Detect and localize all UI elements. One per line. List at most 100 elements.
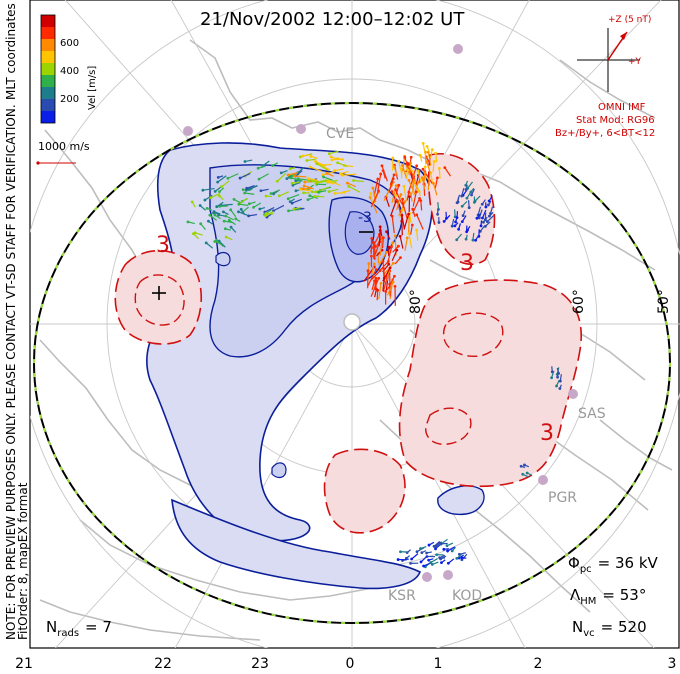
- velocity-vector-origin: [208, 213, 212, 217]
- velocity-vector: [294, 175, 307, 178]
- velocity-vector-origin: [317, 190, 321, 194]
- velocity-vector: [427, 179, 430, 191]
- velocity-vectors: [186, 141, 562, 569]
- velocity-vector-origin: [445, 544, 449, 548]
- velocity-vector-origin: [217, 213, 220, 217]
- velocity-vector: [373, 178, 379, 197]
- velocity-vector-origin: [440, 561, 443, 565]
- velocity-vector-origin: [455, 557, 459, 560]
- imf-clock: [577, 28, 640, 92]
- velocity-vector-origin: [310, 190, 314, 194]
- velocity-vector-origin: [272, 192, 276, 196]
- velocity-vector: [403, 213, 410, 229]
- velocity-vector-origin: [401, 197, 404, 201]
- velocity-vector-origin: [298, 155, 302, 159]
- velocity-vector-origin: [473, 199, 477, 203]
- velocity-vector-origin: [294, 179, 298, 183]
- velocity-vector: [393, 166, 399, 177]
- velocity-vector: [258, 173, 269, 180]
- velocity-vector: [376, 290, 379, 301]
- velocity-vector-origin: [557, 371, 561, 375]
- velocity-vector-origin: [227, 218, 231, 222]
- velocity-vector-origin: [308, 194, 312, 198]
- velocity-vector: [334, 168, 344, 172]
- velocity-vector-origin: [256, 166, 260, 170]
- velocity-vector: [396, 194, 402, 211]
- velocity-vector: [420, 200, 423, 211]
- velocity-vector-origin: [232, 198, 236, 201]
- velocity-vector-origin: [301, 154, 305, 158]
- velocity-vector-origin: [430, 148, 434, 152]
- velocity-vector-origin: [470, 193, 473, 197]
- velocity-vector-origin: [332, 169, 336, 173]
- velocity-vector: [291, 177, 303, 182]
- velocity-vector-origin: [439, 542, 443, 546]
- velocity-vector: [386, 275, 395, 291]
- velocity-vector: [370, 263, 375, 276]
- velocity-vector-origin: [345, 181, 349, 185]
- velocity-vector: [378, 283, 382, 300]
- velocity-vector-origin: [285, 177, 289, 181]
- velocity-vector-origin: [371, 186, 375, 190]
- colorbar-tick-200: 200: [60, 94, 79, 105]
- velocity-vector-origin: [381, 266, 385, 270]
- velocity-vector: [401, 221, 403, 236]
- velocity-vector: [371, 270, 381, 281]
- velocity-vector-origin: [293, 174, 296, 178]
- mlt-tick-1: 1: [434, 656, 443, 672]
- velocity-vector: [427, 152, 432, 166]
- velocity-vector-origin: [434, 151, 438, 155]
- velocity-vector-origin: [480, 202, 484, 206]
- mlt-tick-23: 23: [251, 656, 269, 672]
- velocity-vector-origin: [286, 173, 290, 177]
- velocity-vector: [382, 278, 385, 292]
- velocity-vector: [478, 209, 483, 219]
- velocity-vector-origin: [387, 245, 391, 249]
- velocity-vector: [227, 173, 239, 179]
- velocity-vector: [429, 149, 433, 159]
- velocity-vector-origin: [474, 238, 478, 242]
- velocity-vector-origin: [457, 227, 461, 231]
- velocity-vector-origin: [435, 176, 439, 180]
- velocity-vector-origin: [403, 200, 407, 203]
- velocity-vector-origin: [257, 177, 261, 181]
- velocity-vector-origin: [247, 188, 251, 191]
- velocity-vector: [406, 192, 410, 201]
- imf-condition: Bz+/By+, 6<BT<12: [555, 128, 655, 139]
- velocity-vector: [398, 209, 404, 219]
- velocity-vector-origin: [298, 187, 302, 191]
- velocity-vector-origin: [391, 241, 395, 245]
- velocity-vector: [225, 215, 234, 221]
- velocity-vector: [315, 186, 329, 193]
- velocity-vector-origin: [419, 560, 423, 564]
- velocity-vector: [430, 172, 434, 184]
- velocity-vector-origin: [201, 188, 205, 192]
- velocity-vector-origin: [215, 239, 218, 242]
- mlt-tick-3: 3: [668, 656, 677, 672]
- lat-label-60: 60°: [571, 289, 587, 314]
- velocity-vector-origin: [370, 254, 373, 258]
- velocity-vector-origin: [394, 188, 397, 192]
- velocity-vector-origin: [416, 169, 420, 173]
- velocity-vector: [481, 209, 487, 219]
- velocity-vector-origin: [391, 156, 395, 160]
- velocity-vector-origin: [466, 186, 470, 190]
- velocity-vector-origin: [229, 225, 233, 229]
- velocity-vector: [401, 156, 406, 172]
- velocity-vector-origin: [461, 214, 465, 217]
- velocity-vector-origin: [370, 237, 374, 240]
- velocity-vector: [210, 192, 221, 199]
- station-markers: [183, 44, 578, 582]
- velocity-vector: [308, 178, 318, 181]
- velocity-vector: [371, 280, 376, 291]
- velocity-vector-origin: [405, 162, 409, 166]
- velocity-vector: [391, 249, 398, 262]
- velocity-vector-origin: [460, 204, 464, 208]
- velocity-vector-origin: [442, 547, 446, 551]
- velocity-vector-origin: [329, 155, 333, 159]
- velocity-vector-origin: [425, 551, 429, 555]
- velocity-vector: [375, 237, 383, 249]
- velocity-vector: [279, 191, 289, 197]
- velocity-vector-origin: [408, 195, 411, 198]
- velocity-vector-origin: [450, 224, 454, 228]
